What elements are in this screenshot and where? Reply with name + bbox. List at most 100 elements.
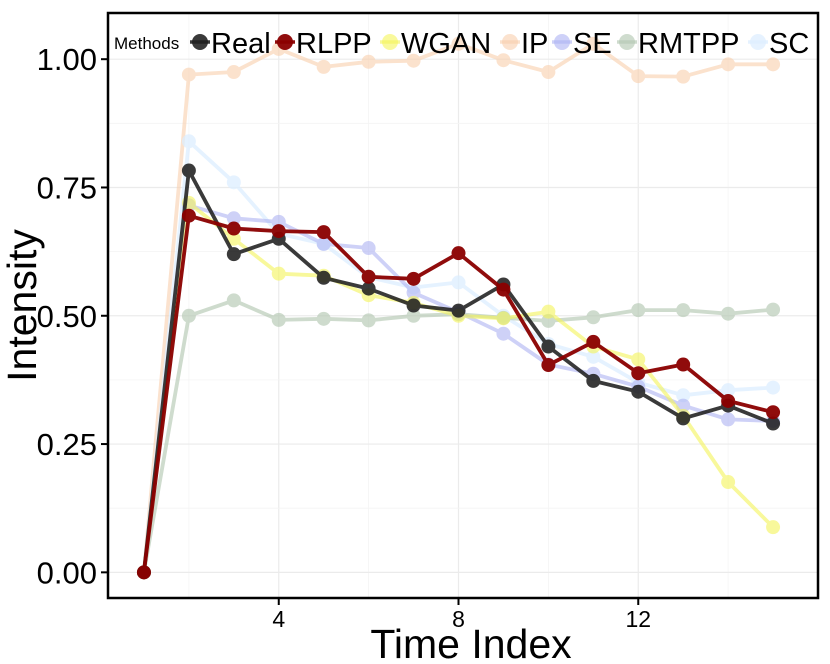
data-point-ip	[181, 67, 196, 82]
data-point-ip	[586, 36, 601, 51]
data-point-rlpp	[316, 225, 331, 240]
data-point-real	[361, 281, 376, 296]
data-point-rmtpp	[631, 303, 646, 318]
y-tick-label: 1.00	[37, 42, 97, 77]
data-point-wgan	[541, 304, 556, 319]
legend-item-sc: SC	[748, 28, 809, 60]
legend-key-marker	[382, 34, 398, 50]
legend-key-marker	[619, 34, 635, 50]
series-rlpp	[136, 208, 781, 580]
data-point-sc	[766, 380, 781, 395]
data-point-ip	[316, 59, 331, 74]
data-point-ip	[631, 69, 646, 84]
data-point-sc	[226, 175, 241, 190]
x-tick-label: 8	[452, 606, 465, 632]
data-point-sc	[676, 388, 691, 403]
y-tick-label: 0.75	[37, 170, 97, 205]
data-point-rlpp	[406, 271, 421, 286]
data-point-ip	[676, 69, 691, 84]
legend-label: RMTPP	[638, 28, 740, 60]
data-point-ip	[766, 57, 781, 72]
data-point-rlpp	[721, 393, 736, 408]
legend-key-marker	[554, 34, 570, 50]
data-point-rlpp	[631, 366, 646, 381]
legend-label: Real	[211, 28, 271, 60]
y-tick-label: 0.50	[37, 299, 97, 334]
legend-item-rlpp: RLPP	[275, 28, 372, 60]
y-tick-label: 0.25	[37, 427, 97, 462]
axis-ticks: 0.00 0.25 0.50 0.75 1.00 4 8 12	[37, 42, 651, 632]
legend-label: SC	[769, 28, 809, 60]
data-point-real	[586, 373, 601, 388]
data-point-ip	[721, 57, 736, 72]
data-point-ip	[541, 65, 556, 80]
data-point-rmtpp	[226, 293, 241, 308]
legend-key-marker	[277, 34, 293, 50]
legend-key-marker	[750, 34, 766, 50]
data-point-rmtpp	[586, 310, 601, 325]
data-point-rmtpp	[316, 311, 331, 326]
data-point-rlpp	[586, 334, 601, 349]
y-tick-label: 0.00	[37, 555, 97, 590]
data-point-real	[226, 247, 241, 262]
data-point-se	[226, 211, 241, 226]
data-point-rmtpp	[181, 308, 196, 323]
data-point-se	[496, 326, 511, 341]
data-point-real	[631, 384, 646, 399]
data-point-real	[181, 163, 196, 178]
data-point-wgan	[631, 352, 646, 367]
legend-item-ip: IP	[500, 28, 548, 60]
data-point-sc	[586, 349, 601, 364]
data-point-rlpp	[676, 357, 691, 372]
data-point-rlpp	[136, 565, 151, 580]
data-point-se	[721, 412, 736, 427]
data-point-rlpp	[496, 282, 511, 297]
data-point-rlpp	[361, 269, 376, 284]
data-point-rlpp	[766, 405, 781, 420]
data-point-wgan	[766, 520, 781, 535]
data-point-ip	[226, 65, 241, 80]
legend-item-wgan: WGAN	[380, 28, 491, 60]
data-point-ip	[451, 36, 466, 51]
data-point-rlpp	[226, 221, 241, 236]
data-point-real	[406, 298, 421, 313]
x-axis-title: Time Index	[370, 621, 572, 664]
legend-key-marker	[192, 34, 208, 50]
data-point-rlpp	[181, 208, 196, 223]
x-tick-label: 12	[625, 606, 651, 632]
data-point-sc	[451, 275, 466, 290]
data-point-rmtpp	[766, 302, 781, 317]
data-point-wgan	[721, 475, 736, 490]
data-point-rmtpp	[721, 306, 736, 321]
data-point-ip	[361, 54, 376, 69]
data-point-real	[676, 411, 691, 426]
legend-label: WGAN	[401, 28, 491, 60]
data-point-real	[541, 339, 556, 354]
data-point-real	[766, 416, 781, 431]
legend: Methods Real RLPP WGAN IP SE RMTPP SC	[114, 28, 809, 60]
data-point-rlpp	[451, 246, 466, 261]
data-point-se	[361, 241, 376, 256]
legend-item-real: Real	[190, 28, 271, 60]
y-axis-title: Intensity	[0, 229, 45, 382]
x-tick-label: 4	[272, 606, 285, 632]
legend-item-rmtpp: RMTPP	[617, 28, 740, 60]
data-point-sc	[721, 383, 736, 398]
data-point-wgan	[496, 311, 511, 326]
legend-item-se: SE	[552, 28, 612, 60]
data-point-real	[451, 303, 466, 318]
data-point-se	[316, 236, 331, 251]
legend-label: RLPP	[296, 28, 372, 60]
data-point-rlpp	[541, 358, 556, 373]
data-point-rlpp	[271, 224, 286, 239]
legend-label: SE	[573, 28, 612, 60]
legend-label: IP	[521, 28, 548, 60]
data-point-wgan	[271, 266, 286, 281]
data-point-ip	[496, 53, 511, 68]
plot-frame	[106, 11, 820, 600]
data-point-rmtpp	[361, 313, 376, 328]
data-point-real	[316, 270, 331, 285]
legend-title: Methods	[114, 34, 179, 53]
